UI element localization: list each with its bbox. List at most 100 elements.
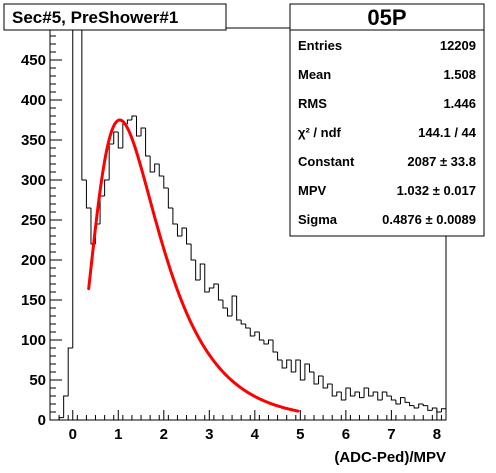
- histogram-bin-32: [204, 264, 210, 293]
- histogram-bin-6: [85, 180, 91, 209]
- stat-label-4: Constant: [298, 154, 355, 169]
- x-tick-label-8: 8: [433, 426, 441, 443]
- histogram-bin-80: [422, 404, 428, 407]
- histogram-bin-74: [395, 400, 401, 405]
- histogram-bin-45: [263, 340, 269, 345]
- histogram-bin-60: [331, 384, 337, 397]
- histogram-bin-84: [440, 408, 446, 412]
- y-tick-label-6: 300: [21, 172, 46, 189]
- histogram-bin-63: [345, 387, 351, 400]
- x-tick-label-4: 4: [251, 426, 260, 443]
- histogram-bin-76: [404, 397, 410, 403]
- histogram-bin-79: [418, 403, 424, 408]
- histogram-bin-73: [390, 396, 396, 401]
- x-tick-label-0: 0: [69, 426, 77, 443]
- stats-box: 05P Entries 12209 Mean 1.508 RMS 1.446 χ² / nd…: [289, 3, 485, 237]
- histogram-bin-22: [158, 164, 164, 177]
- y-tick-label-3: 150: [21, 292, 46, 309]
- histogram-bin-36: [222, 300, 228, 309]
- histogram-bin-66: [359, 392, 365, 399]
- histogram-bin-15: [126, 119, 132, 124]
- histogram-bin-57: [318, 375, 324, 384]
- histogram-bin-78: [413, 405, 419, 409]
- stat-label-6: Sigma: [298, 212, 338, 227]
- histogram-bin-29: [190, 244, 196, 261]
- histogram-bin-17: [135, 116, 142, 137]
- histogram-bin-83: [436, 408, 442, 413]
- histogram-bin-69: [372, 391, 378, 396]
- histogram-bin-67: [363, 387, 369, 398]
- stat-label-3: χ² / ndf: [298, 125, 342, 140]
- x-tick-label-6: 6: [342, 426, 350, 443]
- stat-value-4: 2087 ± 33.8: [407, 154, 476, 169]
- stats-title: 05P: [367, 5, 406, 30]
- histogram-bin-41: [245, 324, 251, 329]
- histogram-bin-38: [231, 295, 237, 316]
- histogram-bin-82: [431, 407, 437, 411]
- histogram-bin-64: [349, 388, 355, 397]
- histogram-bin-30: [195, 260, 201, 281]
- fit-series: [87, 118, 300, 413]
- y-tick-label-0: 0: [38, 412, 46, 429]
- histogram-bin-61: [336, 391, 342, 396]
- y-tick-label-1: 50: [29, 372, 46, 389]
- histogram-bin-33: [208, 287, 214, 292]
- histogram-bin-59: [327, 383, 333, 388]
- x-axis-label: (ADC-Ped)/MPV: [334, 449, 446, 466]
- histogram-bin-72: [386, 392, 392, 397]
- histogram-bin-23: [163, 176, 169, 189]
- histogram-bin-48: [277, 352, 283, 361]
- histogram-bin-25: [172, 208, 178, 225]
- stat-label-2: RMS: [298, 96, 327, 111]
- histogram-bin-35: [217, 284, 223, 301]
- histogram-bin-49: [281, 360, 287, 369]
- stat-value-1: 1.508: [443, 67, 476, 82]
- x-tick-label-5: 5: [296, 426, 304, 443]
- histogram-bin-18: [140, 127, 146, 136]
- histogram-bin-24: [167, 188, 173, 209]
- x-tick-label-7: 7: [387, 426, 395, 443]
- histogram-bin-37: [227, 308, 233, 317]
- histogram-bin-62: [340, 392, 346, 401]
- y-tick-label-4: 200: [21, 252, 46, 269]
- histogram-bin-27: [181, 227, 187, 236]
- stat-label-0: Entries: [298, 38, 342, 53]
- fit-curve: [87, 118, 300, 413]
- histogram-bin-26: [176, 224, 182, 237]
- histogram-bin-51: [290, 360, 296, 373]
- histogram-bin-43: [254, 331, 260, 336]
- histogram-bin-0: [58, 417, 64, 420]
- histogram-bin-19: [145, 128, 151, 157]
- stat-value-3: 144.1 / 44: [418, 125, 477, 140]
- histogram-bin-39: [236, 296, 242, 321]
- x-tick-label-2: 2: [160, 426, 168, 443]
- stat-label-1: Mean: [298, 67, 331, 82]
- histogram-bin-81: [427, 405, 433, 411]
- y-tick-label-7: 350: [21, 132, 46, 149]
- histogram-bin-13: [117, 132, 123, 149]
- histogram-bin-2: [67, 347, 73, 396]
- stat-value-0: 12209: [440, 38, 476, 53]
- histogram-bin-46: [267, 339, 274, 344]
- histogram-bin-44: [258, 332, 264, 341]
- histogram-bin-40: [240, 320, 246, 325]
- stat-label-5: MPV: [298, 183, 327, 198]
- histogram-bin-56: [313, 372, 319, 385]
- histogram-bin-42: [249, 328, 255, 337]
- y-tick-label-8: 400: [21, 92, 46, 109]
- histogram-bin-50: [286, 359, 292, 368]
- y-tick-label-5: 250: [21, 212, 46, 229]
- axes: 0 1 2 3 4 5 6 7 8 0 50 100 150 200 250 300 350 400 450: [21, 27, 442, 443]
- histogram-bin-5: [81, 28, 87, 181]
- histogram-bin-70: [377, 392, 383, 401]
- histogram-bin-53: [299, 360, 305, 381]
- histogram-bin-68: [368, 388, 374, 397]
- chart-title: Sec#5, PreShower#1: [12, 8, 178, 27]
- histogram-bin-34: [213, 283, 219, 288]
- histogram-bin-47: [272, 340, 278, 353]
- y-tick-label-9: 450: [21, 52, 46, 69]
- histogram-bin-71: [381, 391, 387, 400]
- stat-value-6: 0.4876 ± 0.0089: [382, 212, 476, 227]
